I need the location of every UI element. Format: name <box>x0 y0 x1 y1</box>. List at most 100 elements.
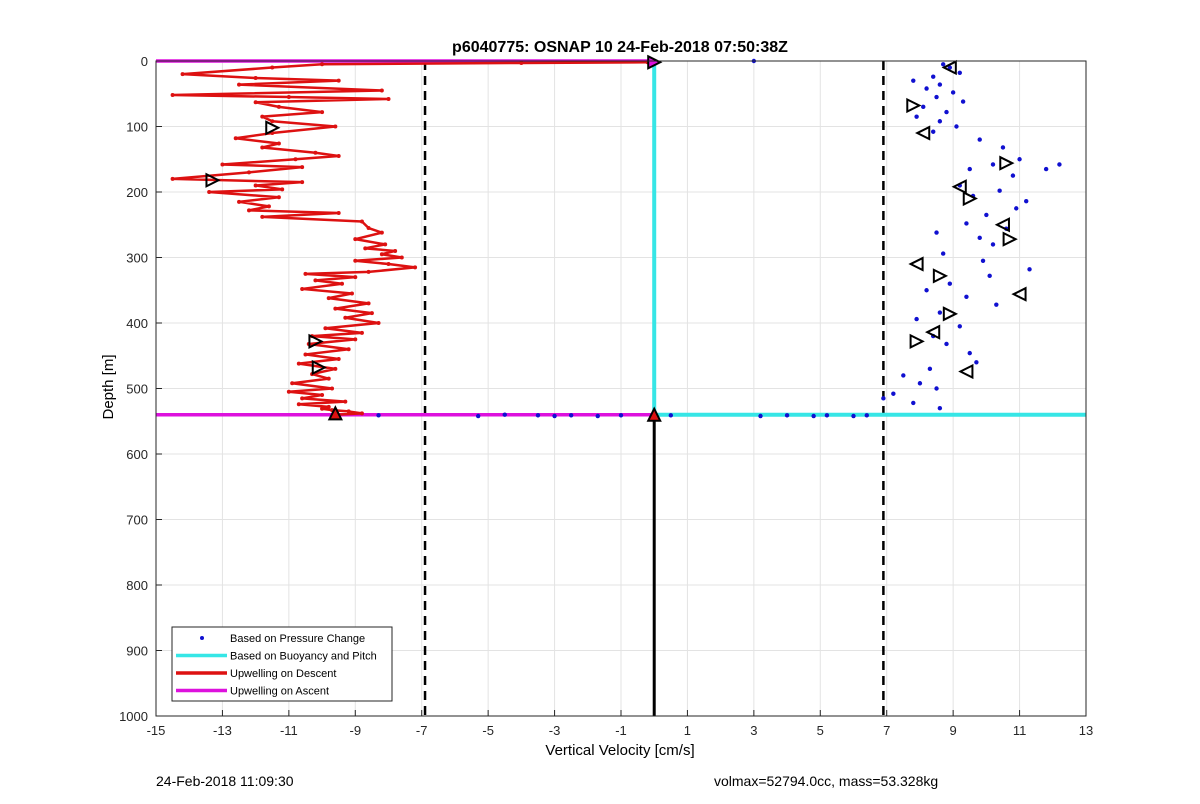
descent-point <box>353 237 358 242</box>
descent-point <box>280 187 285 192</box>
pressure-point <box>924 288 929 293</box>
descent-point <box>349 291 354 296</box>
pressure-point <box>911 400 916 406</box>
descent-point <box>369 311 374 316</box>
descent-point <box>303 271 308 276</box>
pressure-point <box>901 373 906 378</box>
pressure-point <box>927 366 933 372</box>
pressure-point <box>957 70 962 75</box>
pressure-point <box>921 104 926 110</box>
pressure-point <box>881 396 886 401</box>
pressure-point <box>937 310 943 315</box>
ascent-marker <box>1011 286 1027 302</box>
descent-point <box>326 376 331 381</box>
pressure-point <box>967 350 972 356</box>
descent-point <box>170 176 175 181</box>
pressure-point <box>944 109 949 115</box>
descent-point <box>383 242 388 247</box>
pressure-point <box>950 90 956 95</box>
descent-point <box>326 404 331 409</box>
descent-point <box>366 301 371 306</box>
x-tick-label: -11 <box>280 723 298 738</box>
descent-point <box>359 411 364 416</box>
descent-point <box>300 165 305 170</box>
descent-point <box>353 337 358 342</box>
pressure-point <box>940 62 946 67</box>
descent-point <box>323 326 328 331</box>
descent-point <box>379 252 384 257</box>
descent-point <box>320 62 325 67</box>
ascent-marker <box>999 155 1015 171</box>
x-tick-label: -15 <box>147 723 166 738</box>
descent-point <box>320 110 325 115</box>
pressure-point <box>980 258 986 263</box>
pressure-point <box>475 413 481 419</box>
ascent-marker <box>909 333 925 349</box>
descent-marker <box>265 120 281 136</box>
ascent-marker <box>951 179 967 195</box>
pressure-point <box>964 294 969 299</box>
descent-point <box>336 153 341 158</box>
pressure-point <box>914 114 919 119</box>
footer-parameters: volmax=52794.0cc, mass=53.328kg <box>714 773 939 789</box>
pressure-point <box>552 413 557 419</box>
descent-point <box>247 170 251 175</box>
descent-point <box>353 275 358 280</box>
pressure-point <box>937 405 943 411</box>
legend-entry-label: Based on Buoyancy and Pitch <box>230 651 377 663</box>
descent-point <box>346 347 351 352</box>
legend-box <box>171 626 393 702</box>
pressure-point <box>987 273 992 279</box>
x-tick-label: 9 <box>950 723 957 738</box>
descent-point <box>286 389 291 394</box>
descent-point <box>340 281 344 286</box>
descent-point <box>393 248 398 253</box>
pressure-point <box>964 221 969 226</box>
descent-point <box>286 95 291 100</box>
axes: -15 -13 -11 -9 -7 -5 -3 -1 1 3 5 7 9 11 13010020030040… <box>119 54 1093 738</box>
pressure-point <box>947 65 953 70</box>
descent-point <box>366 269 371 274</box>
descent-point <box>376 321 381 325</box>
y-tick-label: 300 <box>126 251 148 266</box>
y-tick-label: 800 <box>126 578 148 593</box>
ascent-marker <box>962 190 978 207</box>
ascent-marker <box>908 256 924 272</box>
descent-point <box>253 76 258 81</box>
descent-point <box>296 402 301 407</box>
descent-point <box>293 157 298 162</box>
descent-point <box>170 93 175 98</box>
descent-point <box>320 406 325 411</box>
y-tick-label: 1000 <box>119 709 148 724</box>
x-tick-label: 13 <box>1079 723 1093 738</box>
pressure-point <box>997 188 1002 193</box>
descent-point <box>300 286 305 291</box>
ascent-marker <box>924 324 941 340</box>
x-tick-label: -13 <box>213 723 232 738</box>
descent-point <box>266 204 271 209</box>
descent-point <box>303 352 308 357</box>
pressure-point <box>1027 267 1032 272</box>
descent-point <box>363 246 368 251</box>
x-tick-label: 3 <box>750 723 757 738</box>
pressure-point <box>595 413 600 419</box>
x-tick-label: -7 <box>416 723 428 738</box>
pressure-point <box>931 74 936 79</box>
legend-entry-label: Based on Pressure Change <box>230 633 365 645</box>
pressure-point <box>917 381 923 386</box>
pressure-point <box>811 413 816 419</box>
descent-point <box>253 183 258 188</box>
descent-point <box>379 230 384 235</box>
descent-point <box>180 72 185 77</box>
descent-point <box>333 124 338 129</box>
pressure-point <box>937 119 943 124</box>
pressure-point <box>1000 145 1006 150</box>
descent-point <box>276 104 281 109</box>
descent-point <box>330 386 335 391</box>
pressure-point <box>851 413 856 419</box>
ascent-marker <box>915 125 931 141</box>
footer-timestamp: 24-Feb-2018 11:09:30 <box>156 773 294 789</box>
pressure-point <box>957 324 962 329</box>
descent-point <box>399 255 404 260</box>
